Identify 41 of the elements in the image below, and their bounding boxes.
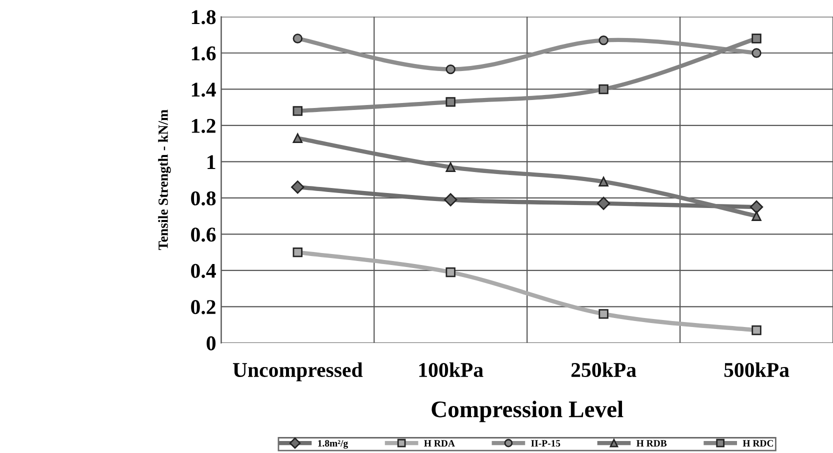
y-tick-label: 0.8 <box>191 191 216 206</box>
point <box>598 309 608 319</box>
x-tick-label: 100kPa <box>419 362 484 378</box>
y-tick-label: 0 <box>206 336 216 350</box>
x-axis-title: Compression Level <box>432 400 624 422</box>
y-tick-label: 0.2 <box>191 300 216 314</box>
x-tick-label: 500kPa <box>724 362 790 378</box>
y-tick-label: 0.4 <box>191 264 216 278</box>
point <box>752 34 762 44</box>
y-tick-label: 0.6 <box>191 228 216 242</box>
point <box>598 176 608 187</box>
x-tick-label: 250kPa <box>571 362 636 378</box>
point <box>446 267 456 278</box>
y-tick-label: 1.6 <box>192 46 216 61</box>
x-tick-label: Uncompressed <box>232 362 363 382</box>
point <box>752 211 762 221</box>
point <box>291 180 304 194</box>
point <box>292 247 303 258</box>
legend-label: H RDA <box>424 440 455 447</box>
point <box>292 106 303 116</box>
point <box>444 193 458 206</box>
point <box>752 325 762 336</box>
y-axis-title: Tensile Strength - kN/m <box>158 110 171 250</box>
legend-label: II-P-15 <box>531 440 560 447</box>
legend-label: H RDB <box>636 440 667 447</box>
point <box>292 133 303 144</box>
point <box>598 84 608 94</box>
legend-label: H RDC <box>742 440 774 447</box>
point <box>446 97 456 107</box>
point <box>752 48 762 58</box>
point <box>598 35 608 46</box>
point <box>596 196 610 210</box>
y-tick-label: 1.8 <box>192 10 216 24</box>
point <box>292 34 303 44</box>
point <box>446 162 456 172</box>
y-tick-label: 1.4 <box>192 82 216 97</box>
point <box>446 64 456 74</box>
y-tick-label: 1.2 <box>192 118 216 134</box>
point <box>750 200 764 214</box>
y-tick-label: 1 <box>208 155 216 169</box>
legend-label: 1.8m²/g <box>318 440 348 449</box>
